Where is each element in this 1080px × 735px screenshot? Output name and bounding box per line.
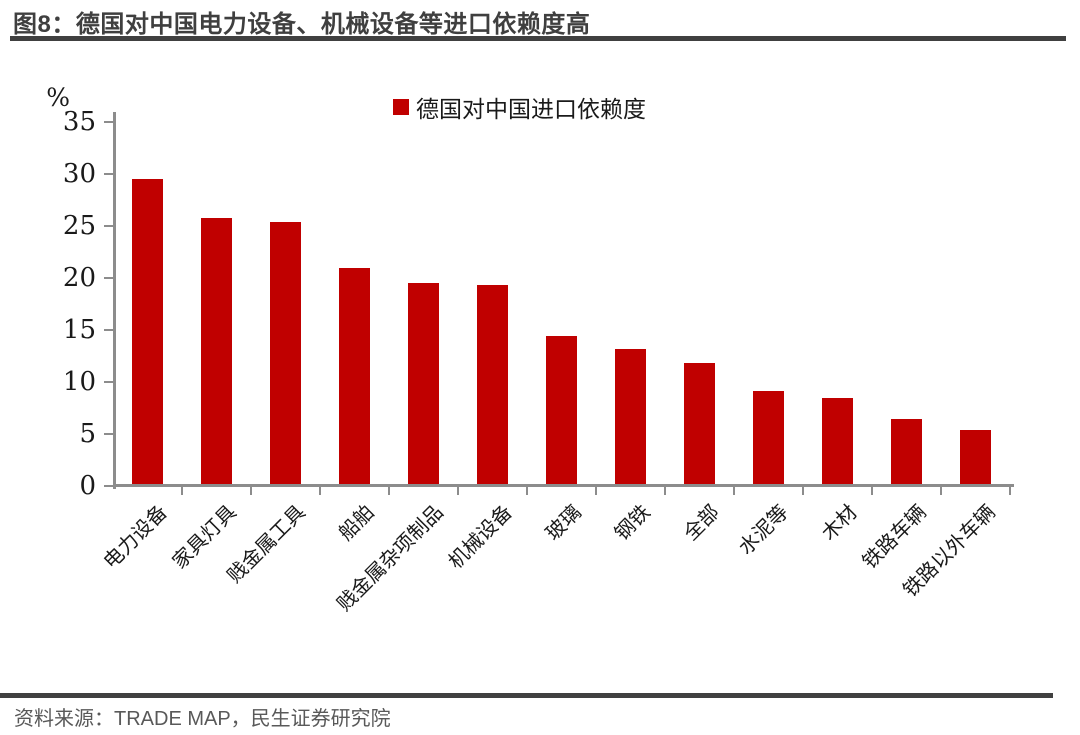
y-axis-line <box>113 112 116 489</box>
y-tick-mark <box>104 277 113 279</box>
bar <box>270 221 301 487</box>
bar <box>408 283 439 487</box>
y-tick-mark <box>104 433 113 435</box>
x-tick-mark <box>388 487 390 495</box>
legend-label: 德国对中国进口依赖度 <box>416 97 646 123</box>
y-tick-mark <box>104 485 113 487</box>
x-category-label: 全部 <box>678 499 724 546</box>
title-underline <box>10 36 1066 41</box>
x-tick-mark <box>319 487 321 495</box>
x-category-label: 水泥等 <box>732 499 793 560</box>
x-tick-mark <box>940 487 942 495</box>
bar <box>615 348 646 487</box>
x-tick-mark <box>1009 487 1011 495</box>
y-tick-label: 25 <box>62 211 96 241</box>
y-tick-mark <box>104 225 113 227</box>
x-category-label: 木材 <box>816 499 862 546</box>
x-tick-mark <box>526 487 528 495</box>
y-tick-label: 5 <box>79 419 96 449</box>
x-tick-mark <box>595 487 597 495</box>
x-tick-mark <box>181 487 183 495</box>
x-tick-mark <box>250 487 252 495</box>
y-tick-label: 20 <box>62 263 96 293</box>
y-tick-label: 35 <box>62 107 96 137</box>
bar <box>132 179 163 487</box>
legend-swatch-icon <box>393 99 409 115</box>
x-tick-mark <box>733 487 735 495</box>
y-tick-mark <box>104 329 113 331</box>
bar <box>960 429 991 487</box>
y-tick-label: 0 <box>79 471 96 501</box>
x-category-label: 电力设备 <box>97 499 172 574</box>
y-axis-unit-label: % <box>46 83 70 112</box>
y-tick-mark <box>104 173 113 175</box>
source-note: 资料来源：TRADE MAP，民生证券研究院 <box>14 708 391 730</box>
y-tick-mark <box>104 121 113 123</box>
x-tick-mark <box>664 487 666 495</box>
y-tick-label: 10 <box>62 367 96 397</box>
x-tick-mark <box>871 487 873 495</box>
bar <box>339 267 370 487</box>
y-tick-mark <box>104 381 113 383</box>
x-category-label: 船舶 <box>333 499 379 546</box>
x-category-label: 钢铁 <box>609 499 655 546</box>
figure-title: 图8：德国对中国电力设备、机械设备等进口依赖度高 <box>13 11 591 38</box>
bar <box>891 419 922 487</box>
y-tick-label: 15 <box>62 315 96 345</box>
y-tick-label: 30 <box>62 159 96 189</box>
x-axis-line <box>113 484 1014 487</box>
x-tick-mark <box>457 487 459 495</box>
x-category-label: 机械设备 <box>442 499 517 574</box>
bar <box>477 285 508 487</box>
bar <box>546 336 577 487</box>
bar <box>822 397 853 487</box>
x-category-label: 玻璃 <box>540 499 586 546</box>
x-tick-mark <box>802 487 804 495</box>
footer-rule <box>0 693 1053 698</box>
bar <box>201 217 232 487</box>
bar <box>753 391 784 487</box>
bar <box>684 363 715 487</box>
chart-legend: 德国对中国进口依赖度 <box>393 90 646 124</box>
